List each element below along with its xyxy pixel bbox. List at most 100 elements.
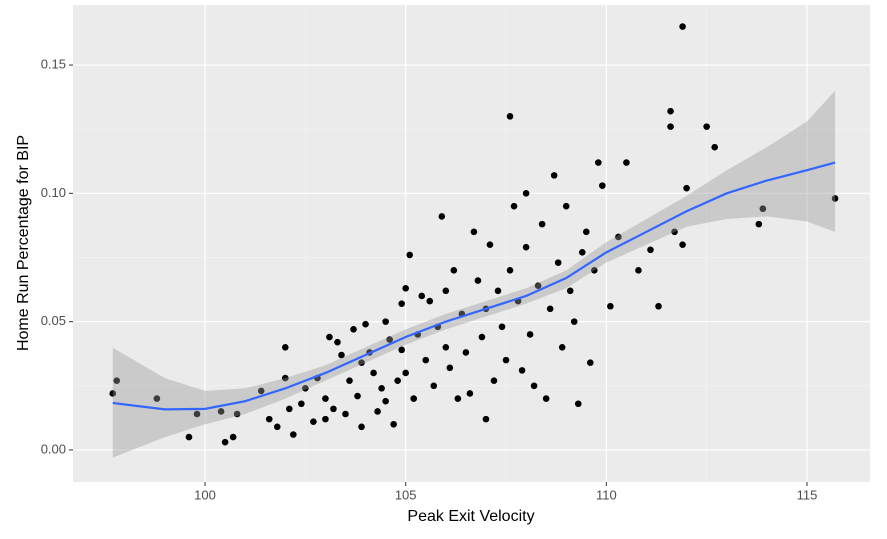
- point: [402, 284, 409, 292]
- point: [683, 184, 690, 192]
- point: [330, 405, 337, 413]
- point: [281, 343, 289, 351]
- point: [498, 323, 506, 331]
- point: [671, 228, 678, 236]
- point: [482, 415, 490, 423]
- point: [370, 369, 377, 377]
- point: [703, 123, 710, 130]
- point: [623, 159, 630, 166]
- point: [350, 326, 357, 333]
- point: [113, 377, 121, 384]
- point: [358, 359, 365, 366]
- point: [298, 400, 305, 408]
- point: [667, 107, 674, 115]
- point: [426, 297, 434, 305]
- point: [354, 392, 361, 400]
- point: [578, 249, 586, 256]
- point: [390, 420, 397, 428]
- x-tick-label: 110: [596, 487, 617, 502]
- point: [546, 305, 554, 313]
- point: [233, 410, 241, 418]
- point: [302, 385, 309, 392]
- point: [185, 433, 193, 441]
- x-tick-label: 100: [194, 487, 216, 502]
- smooth-line: [112, 161, 836, 411]
- point: [382, 397, 389, 405]
- point: [591, 267, 598, 274]
- point: [526, 331, 534, 338]
- point: [474, 277, 482, 284]
- point: [193, 410, 201, 418]
- point: [334, 338, 341, 346]
- point: [615, 233, 622, 241]
- point: [410, 395, 418, 402]
- point: [522, 243, 530, 251]
- point: [386, 336, 393, 343]
- point: [322, 415, 329, 423]
- point: [679, 241, 686, 248]
- point: [530, 382, 538, 390]
- point: [374, 408, 381, 415]
- point: [402, 369, 409, 377]
- point: [450, 267, 458, 274]
- point: [290, 431, 297, 438]
- marks: [109, 23, 839, 458]
- point: [229, 433, 237, 441]
- y-axis-title: Home Run Percentage for BIP: [15, 135, 32, 351]
- point: [554, 259, 562, 266]
- point: [326, 333, 333, 341]
- point: [422, 356, 430, 364]
- point: [522, 190, 530, 197]
- point: [221, 438, 229, 446]
- point: [153, 395, 161, 402]
- x-tick-label: 105: [395, 487, 417, 502]
- point: [599, 182, 606, 189]
- point: [406, 251, 413, 259]
- point: [655, 302, 662, 310]
- point: [510, 202, 518, 210]
- point: [466, 390, 474, 397]
- point: [362, 320, 369, 328]
- point: [679, 23, 686, 30]
- point: [217, 408, 225, 415]
- point: [635, 267, 642, 274]
- point: [582, 228, 590, 236]
- point: [607, 302, 614, 310]
- point: [462, 349, 470, 356]
- point: [558, 343, 566, 351]
- y-tick-label: 0.15: [41, 56, 66, 71]
- point: [338, 351, 345, 359]
- x-tick-label: 115: [797, 487, 818, 502]
- point: [310, 418, 317, 426]
- point: [506, 267, 514, 274]
- point: [502, 356, 510, 364]
- point: [442, 287, 450, 295]
- point: [506, 113, 514, 120]
- point: [478, 333, 486, 341]
- point: [494, 287, 502, 295]
- point: [570, 318, 578, 325]
- point: [755, 220, 763, 228]
- point: [711, 143, 718, 151]
- point: [346, 377, 353, 384]
- point: [109, 390, 117, 397]
- point: [398, 300, 405, 307]
- point: [273, 423, 281, 431]
- grid: [73, 5, 870, 482]
- point: [490, 377, 498, 384]
- point: [470, 228, 478, 236]
- point: [647, 246, 654, 254]
- x-axis-title: Peak Exit Velocity: [407, 508, 534, 525]
- confidence-band: [112, 90, 836, 458]
- point: [257, 387, 265, 395]
- point: [586, 359, 594, 366]
- point: [342, 410, 349, 418]
- point: [550, 172, 558, 179]
- point: [430, 382, 438, 390]
- point: [382, 318, 389, 325]
- point: [438, 213, 446, 220]
- point: [418, 292, 426, 300]
- point: [538, 220, 546, 228]
- point: [442, 343, 450, 351]
